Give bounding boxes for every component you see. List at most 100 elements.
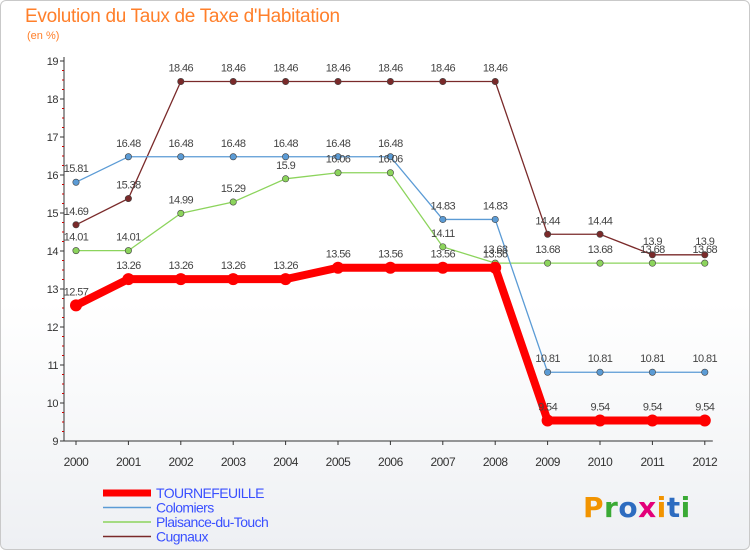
data-point (70, 299, 82, 312)
data-label: 10.81 (640, 353, 665, 365)
data-point (596, 259, 604, 267)
data-point (282, 78, 290, 86)
data-label: 14.11 (431, 228, 455, 240)
data-label: 13.26 (116, 260, 141, 272)
data-point (386, 153, 394, 161)
data-point (491, 215, 499, 223)
data-label: 10.81 (588, 353, 613, 365)
data-label: 13.56 (326, 249, 351, 261)
data-point (177, 78, 185, 86)
data-point (334, 153, 342, 161)
x-tick-label: 2002 (168, 455, 194, 469)
x-tick-label: 2011 (640, 455, 665, 469)
x-tick-label: 2008 (483, 455, 509, 469)
data-point (541, 414, 554, 427)
data-label: 15.9 (276, 160, 295, 172)
data-label: 15.38 (116, 180, 141, 192)
legend-label: Plaisance-du-Touch (156, 514, 268, 530)
y-tick-label: 17 (47, 132, 59, 144)
data-label: 18.46 (483, 63, 508, 75)
x-tick-label: 2009 (535, 455, 561, 469)
y-tick-label: 19 (47, 56, 59, 68)
x-tick-label: 2005 (326, 455, 352, 469)
data-label: 10.81 (693, 353, 718, 365)
y-tick-label: 9 (52, 436, 58, 448)
data-label: 14.01 (116, 232, 141, 244)
data-label: 9.54 (590, 401, 609, 413)
data-point (594, 414, 606, 427)
data-point (544, 259, 552, 267)
logo-letter: r (604, 491, 619, 524)
data-label: 13.26 (221, 260, 246, 272)
data-point (439, 243, 447, 251)
data-point (646, 414, 659, 427)
x-tick-label: 2010 (588, 455, 614, 469)
data-point (544, 368, 552, 376)
data-label: 9.54 (538, 401, 557, 413)
data-label: 18.46 (431, 63, 456, 75)
data-point (282, 175, 290, 183)
data-label: 16.06 (378, 154, 403, 166)
data-label: 18.46 (378, 63, 403, 75)
x-tick-label: 2012 (692, 455, 718, 469)
data-point (648, 368, 656, 376)
y-tick-label: 12 (47, 322, 59, 334)
data-point (124, 195, 132, 203)
data-label: 15.81 (64, 163, 89, 175)
data-point (122, 273, 135, 286)
data-point (698, 414, 711, 427)
chart-subtitle: (en %) (27, 30, 60, 42)
data-point (489, 261, 502, 274)
x-tick-label: 2003 (221, 455, 247, 469)
series-line (75, 80, 705, 256)
data-label: 9.54 (695, 401, 714, 413)
data-point (279, 273, 292, 286)
data-point (439, 78, 447, 86)
data-label: 18.46 (273, 63, 298, 75)
data-point (334, 78, 342, 86)
data-label: 18.46 (326, 63, 351, 75)
data-label: 14.44 (588, 215, 613, 227)
data-label: 14.83 (483, 200, 508, 212)
data-point (174, 273, 187, 286)
data-label: 13.56 (431, 249, 456, 261)
data-point (124, 247, 132, 255)
logo-letter: i (680, 491, 691, 524)
data-label: 16.48 (273, 138, 298, 150)
data-label: 13.26 (273, 260, 298, 272)
data-label: 10.81 (535, 353, 560, 365)
data-point (596, 368, 604, 376)
data-label: 13.56 (378, 249, 403, 261)
data-label: 16.48 (326, 138, 351, 150)
data-point (436, 261, 449, 274)
y-tick-label: 13 (47, 284, 59, 296)
data-label: 14.69 (64, 206, 89, 218)
data-point (648, 251, 656, 259)
data-label: 13.9 (695, 236, 714, 248)
logo-letter: i (656, 491, 667, 524)
data-label: 12.57 (64, 286, 89, 298)
data-label: 18.46 (169, 63, 194, 75)
data-label: 13.68 (535, 244, 560, 256)
data-label: 13.56 (483, 249, 508, 261)
data-point (596, 230, 604, 238)
data-label: 16.48 (221, 138, 246, 150)
data-label: 18.46 (221, 63, 246, 75)
data-point (72, 221, 80, 229)
data-label: 9.54 (643, 401, 662, 413)
data-point (177, 153, 185, 161)
data-point (72, 247, 80, 255)
x-tick-label: 2007 (430, 455, 456, 469)
logo-letter: x (638, 491, 657, 524)
data-label: 13.9 (643, 236, 662, 248)
y-tick-label: 15 (47, 208, 59, 220)
logo-letter: P (583, 491, 605, 524)
data-label: 14.01 (64, 232, 89, 244)
y-tick-label: 18 (47, 94, 59, 106)
data-point (648, 259, 656, 267)
data-point (229, 153, 237, 161)
data-point (386, 78, 394, 86)
data-label: 16.48 (169, 138, 194, 150)
